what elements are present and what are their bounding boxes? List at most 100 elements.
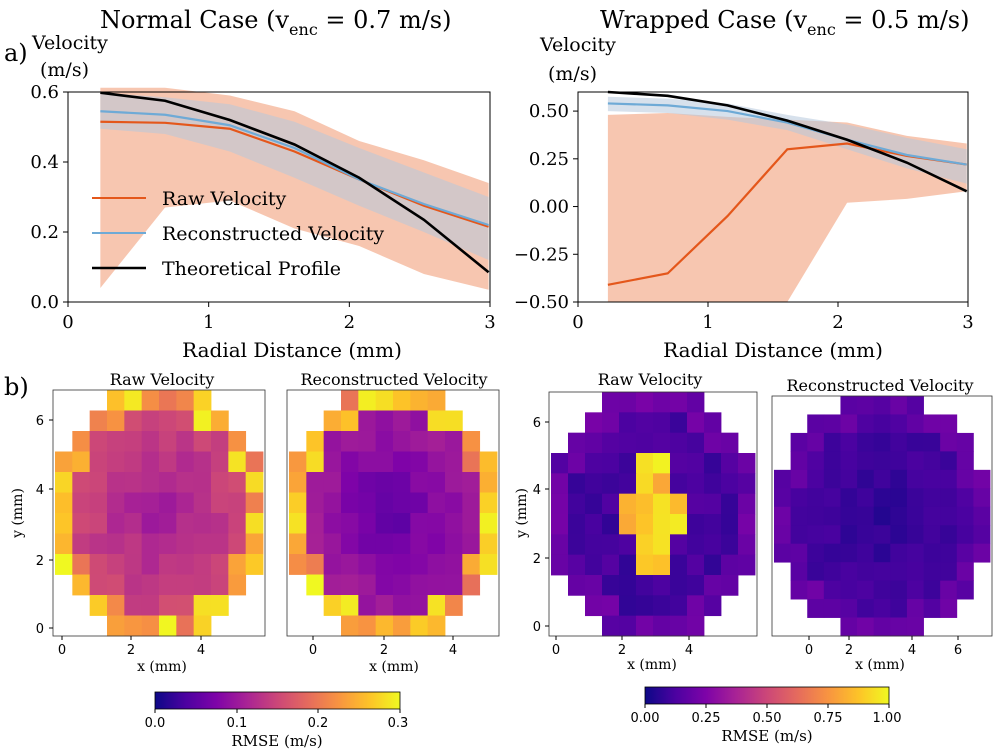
panel-a-label: a): [4, 39, 28, 67]
heatmap-cell: [857, 580, 875, 600]
heatmap-cell: [906, 414, 924, 434]
heatmap-cell: [124, 595, 143, 616]
heatmap-cell: [873, 562, 891, 582]
heatmap-cell: [193, 533, 212, 555]
heatmap-cell: [890, 396, 908, 415]
wrapped-colorbar-gradient: [644, 686, 890, 705]
heatmap-cell: [704, 453, 722, 474]
heatmap-cell: [670, 392, 688, 413]
heatmap-cell: [445, 410, 463, 432]
heatmap-cell: [956, 562, 974, 582]
heatmap-cell: [107, 513, 125, 534]
heatmap-cell: [410, 472, 429, 493]
heatmap-cell: [906, 396, 924, 415]
y-tick-label: 0.6: [30, 82, 59, 103]
tick-label: 6: [36, 414, 44, 429]
heatmap-cell: [306, 472, 325, 493]
heatmap-cell: [973, 488, 991, 508]
heatmap-cell: [840, 580, 858, 600]
heatmap-cell: [375, 574, 394, 596]
heatmap-cell: [823, 488, 841, 508]
heatmap-cell: [445, 513, 463, 534]
legend-label-theoretical: Theoretical Profile: [162, 258, 341, 280]
heatmap-cell: [410, 431, 429, 452]
heatmap-cell: [358, 492, 377, 514]
heatmap-cell: [176, 451, 195, 473]
heatmap-cell: [738, 514, 756, 535]
heatmap-cell: [306, 451, 325, 473]
heatmap-cell: [721, 432, 739, 454]
heatmap-cell: [427, 492, 446, 514]
heatmap-cell: [636, 473, 654, 495]
heatmap-cell: [923, 488, 941, 508]
heatmap-cell: [141, 390, 160, 411]
heatmap-cell: [462, 554, 481, 575]
heatmap-cell: [72, 533, 91, 555]
heatmap-cell: [393, 574, 411, 596]
heatmap-cell: [602, 432, 620, 454]
legend-label-reconstructed: Reconstructed Velocity: [162, 223, 384, 245]
heatmap-cell: [124, 533, 143, 555]
heatmap-cell: [670, 493, 688, 515]
heatmap-cell: [585, 412, 603, 434]
heatmap-cell: [906, 432, 924, 452]
heatmap-cell: [956, 469, 974, 489]
heatmap-cell: [445, 451, 463, 473]
heatmap-cell: [445, 554, 463, 575]
normal-raw-xticks: 0 2 4: [58, 636, 205, 658]
x-tick-label: 3: [484, 312, 495, 333]
heatmap-cell: [193, 390, 212, 411]
heatmap-cell: [653, 595, 671, 617]
heatmap-cell: [89, 513, 108, 534]
heatmap-cell: [228, 533, 247, 555]
heatmap-cell: [602, 412, 620, 434]
tick-label: 1.00: [873, 711, 902, 726]
heatmap-cell: [602, 473, 620, 495]
heatmap-cell: [687, 534, 705, 556]
heatmap-cell: [857, 617, 875, 637]
heatmap-cell: [107, 472, 125, 493]
heatmap-cell: [585, 595, 603, 617]
tick-label: 0: [552, 643, 560, 658]
heatmap-cell: [107, 615, 125, 637]
heatmap-cell: [245, 554, 264, 575]
heatmap-cell: [410, 615, 429, 637]
heatmap-cell: [636, 534, 654, 556]
heatmap-cell: [228, 554, 247, 575]
heatmap-cell: [687, 615, 705, 637]
heatmap-cell: [923, 432, 941, 452]
x-tick-label: 2: [344, 312, 355, 333]
heatmap-cell: [840, 488, 858, 508]
normal-raw-heatmap: Raw Velocity x (mm) y (mm) 0 2 4 0 2 4 6: [10, 370, 266, 675]
heatmap-cell: [704, 534, 722, 556]
heatmap-cell: [602, 493, 620, 515]
heatmap-cell: [973, 525, 991, 545]
heatmap-cell: [341, 451, 359, 473]
heatmap-cell: [807, 488, 825, 508]
tick-label: 0.75: [814, 711, 843, 726]
heatmap-cell: [840, 414, 858, 434]
heatmap-cell: [358, 410, 377, 432]
heatmap-cell: [445, 595, 463, 616]
heatmap-cell: [602, 453, 620, 474]
x-tick-label: 1: [203, 312, 214, 333]
heatmap-cell: [687, 575, 705, 596]
tick-label: 0: [36, 622, 44, 637]
heatmap-cell: [410, 492, 429, 514]
heatmap-cell: [211, 513, 229, 534]
heatmap-cell: [124, 390, 143, 411]
y-tick-label: 0.50: [529, 101, 569, 122]
heatmap-cell: [670, 473, 688, 495]
heatmap-cell: [289, 554, 307, 575]
heatmap-cell: [55, 554, 73, 575]
heatmap-cell: [873, 506, 891, 526]
heatmap-cell: [923, 580, 941, 600]
heatmap-cell: [619, 412, 637, 434]
heatmap-cell: [653, 615, 671, 637]
heatmap-cell: [193, 472, 212, 493]
heatmap-cell: [906, 451, 924, 471]
heatmap-cell: [341, 595, 359, 616]
heatmap-cell: [585, 554, 603, 576]
heatmap-cell: [341, 554, 359, 575]
heatmap-cell: [619, 432, 637, 454]
